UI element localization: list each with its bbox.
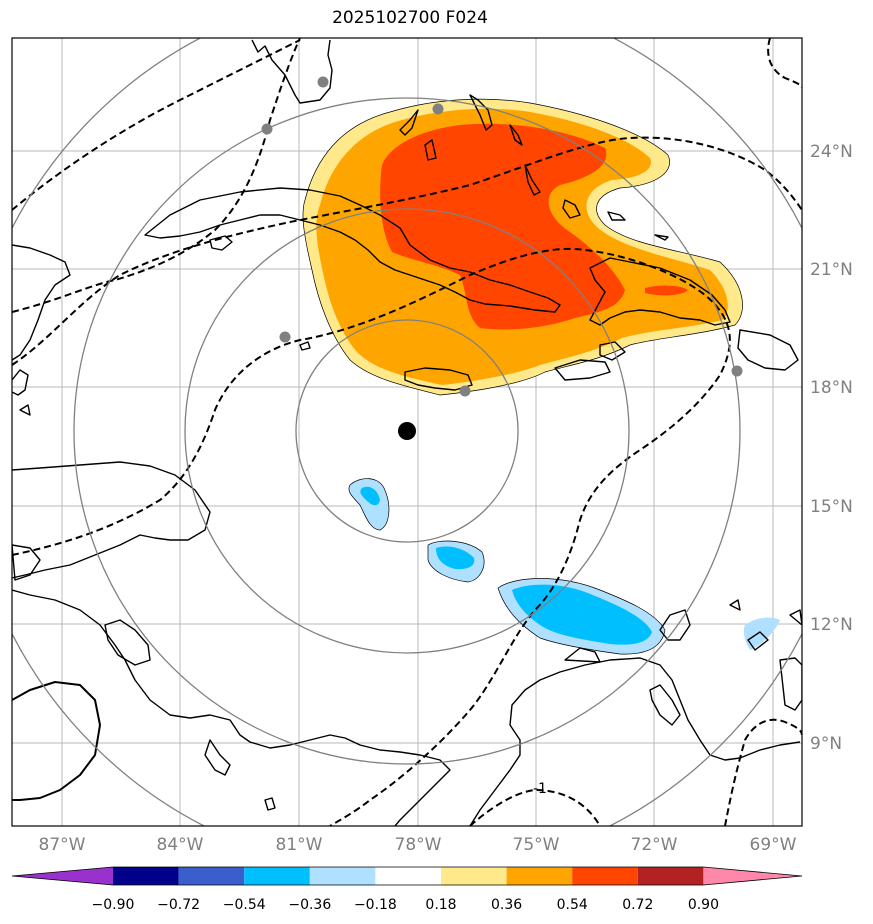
colorbar-tick-label: 0.90 [688,897,719,913]
lon-label: 78°W [395,835,442,855]
lon-label: 69°W [750,835,797,855]
lat-label: 15°N [810,497,853,517]
colorbar-tick-label: 0.18 [425,897,456,913]
colorbar-segment [506,867,573,885]
colorbar-segment [309,867,376,885]
lon-label: 72°W [631,835,678,855]
positive-anomaly-region [302,99,743,395]
contour-label: -1 [533,781,547,797]
latitude-labels: 24°N 21°N 18°N 15°N 12°N 9°N [810,142,853,754]
storm-center-marker [398,422,416,440]
station-markers [261,76,743,397]
colorbar-extend-left [12,867,113,885]
lat-label: 9°N [810,734,842,754]
colorbar-tick-label: 0.36 [491,897,522,913]
longitude-labels: 87°W 84°W 81°W 78°W 75°W 72°W 69°W [39,835,797,855]
colorbar-tick-label: 0.54 [557,897,588,913]
lon-label: 81°W [276,835,323,855]
lat-label: 18°N [810,378,853,398]
lat-label: 21°N [810,260,853,280]
colorbar-segment [441,867,507,885]
thin-contours [302,98,743,655]
colorbar-segment [572,867,638,885]
dashed-contours [12,38,802,826]
colorbar: −0.90 −0.72 −0.54 −0.36 −0.18 0.18 0.36 … [11,866,803,913]
colorbar-tick-label: −0.36 [288,897,331,913]
map-title: 2025102700 F024 [332,8,488,28]
colorbar-tick-label: 0.72 [622,897,653,913]
colorbar-segment [113,867,179,885]
negative-anomaly-region [348,478,780,655]
colorbar-tick-label: −0.54 [223,897,266,913]
lat-label: 24°N [810,142,853,162]
lon-label: 75°W [513,835,560,855]
colorbar-tick-label: −0.90 [92,897,135,913]
colorbar-tick-label: −0.18 [354,897,397,913]
coastlines [12,39,802,826]
map-frame [11,37,803,827]
colorbar-segment [637,867,704,885]
colorbar-extend-right [703,867,802,885]
colorbar-segment [178,867,245,885]
lon-label: 87°W [39,835,86,855]
range-rings [12,38,802,826]
colorbar-segment [244,867,310,885]
colorbar-tick-label: −0.72 [157,897,200,913]
lat-label: 12°N [810,615,853,635]
colorbar-segment [375,867,441,885]
lon-label: 84°W [157,835,204,855]
